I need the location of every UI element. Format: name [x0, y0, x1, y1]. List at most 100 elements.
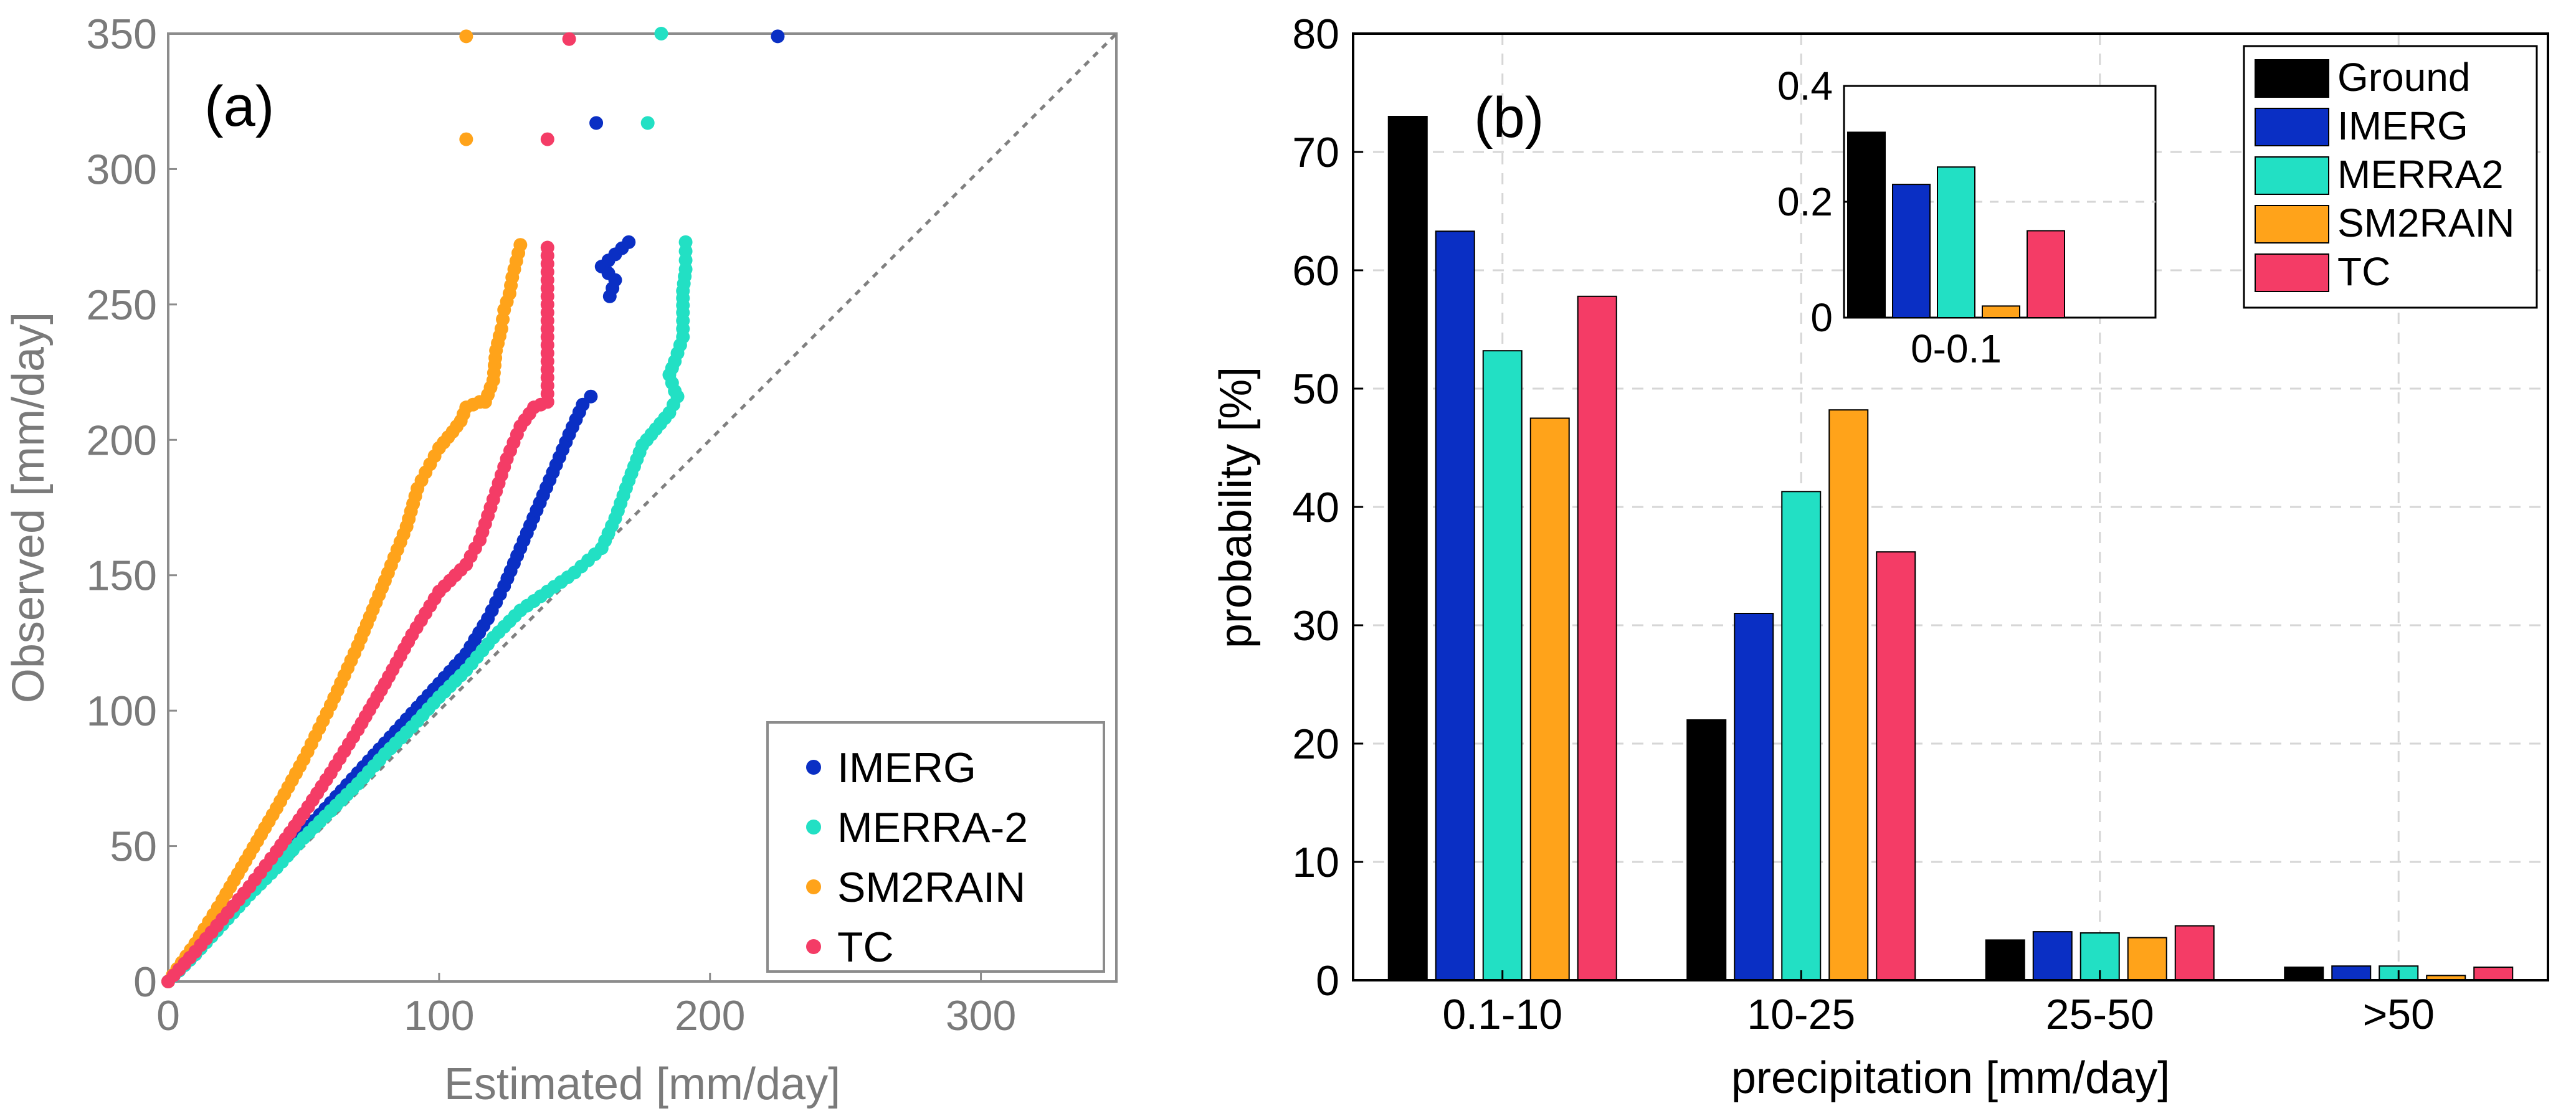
legend-label-merra2: MERRA2 — [2337, 152, 2504, 197]
bar-tc — [1577, 295, 1617, 981]
inset-x-tick-label: 0-0.1 — [1911, 326, 2002, 371]
data-point — [640, 116, 655, 130]
data-point — [771, 29, 785, 44]
data-point — [513, 238, 528, 252]
legend-marker-tc — [806, 939, 821, 954]
inset-bars — [1847, 131, 2065, 319]
bar-merra2 — [1781, 491, 1822, 981]
panel-b-bars — [1387, 116, 2514, 981]
bar-ground — [1985, 939, 2025, 981]
panel-b-y-tick-label: 70 — [1292, 129, 1339, 176]
legend-swatch-tc — [2255, 253, 2329, 292]
bar-merra2 — [1482, 350, 1523, 981]
panel-a-y-tick-label: 250 — [87, 281, 157, 329]
inset-bar-sm2rain — [1982, 305, 2020, 318]
inset-bar-imerg — [1892, 184, 1931, 318]
panel-b-y-tick-label: 20 — [1292, 721, 1339, 768]
bar-sm2rain — [2127, 937, 2167, 981]
panel-a-y-tick-label: 200 — [87, 417, 157, 464]
legend-label-tc: TC — [2337, 249, 2390, 294]
panel-b-ticks: 0 10 20 30 40 50 60 70 80 0.1-10 10-25 25-50 >50 — [1292, 11, 2435, 1038]
bar-imerg — [1435, 230, 1475, 981]
series-tc-points — [161, 32, 576, 988]
panel-a-y-tick-label: 150 — [87, 552, 157, 600]
panel-a-x-tick-label: 300 — [946, 992, 1016, 1039]
legend-swatch-imerg — [2255, 108, 2329, 146]
data-point — [540, 240, 554, 255]
legend-marker-sm2rain — [806, 879, 821, 894]
panel-a-y-tick-label: 100 — [87, 688, 157, 735]
data-point — [654, 27, 668, 40]
bar-ground — [2284, 967, 2324, 981]
panel-b-y-tick-label: 30 — [1292, 602, 1339, 650]
data-point — [622, 235, 636, 249]
panel-b-x-tick-label: 0.1-10 — [1442, 991, 1562, 1038]
bar-tc — [2174, 925, 2215, 981]
legend-label-sm2rain: SM2RAIN — [2337, 201, 2515, 245]
inset-y-tick-label: 0.2 — [1777, 179, 1833, 224]
bar-sm2rain — [1529, 417, 1570, 981]
data-point — [678, 235, 693, 249]
legend-label-sm2rain: SM2RAIN — [837, 864, 1025, 911]
bar-sm2rain — [1828, 409, 1869, 981]
panel-b-y-tick-label: 50 — [1292, 366, 1339, 413]
legend-label-imerg: IMERG — [2337, 103, 2468, 148]
panel-a-y-tick-label: 50 — [110, 823, 157, 871]
panel-a-scatter-chart: 0 100 200 300 0 50 100 150 200 250 300 350 (a) Esti… — [4, 11, 1118, 1109]
panel-b-y-tick-label: 10 — [1292, 839, 1339, 886]
data-point — [459, 132, 473, 146]
panel-a-y-tick-label: 0 — [133, 958, 157, 1006]
panel-a-y-tick-label: 300 — [87, 146, 157, 193]
panel-b-inset-chart: 0 0.2 0.4 0-0.1 — [1777, 64, 2157, 371]
panel-b-y-tick-label: 80 — [1292, 11, 1339, 58]
data-point — [589, 116, 604, 130]
data-point — [562, 32, 576, 46]
inset-ticks: 0 0.2 0.4 0-0.1 — [1777, 64, 2002, 371]
legend-swatch-sm2rain — [2255, 205, 2329, 244]
legend-swatch-ground — [2255, 59, 2329, 98]
inset-bar-merra2 — [1937, 166, 1975, 319]
bar-imerg — [1734, 613, 1774, 981]
data-point — [540, 132, 554, 146]
panel-b-y-axis-label: probability [%] — [1211, 367, 1261, 648]
panel-b-x-axis-label: precipitation [mm/day] — [1731, 1053, 2170, 1103]
inset-y-tick-label: 0 — [1810, 295, 1833, 340]
panel-a-label: (a) — [204, 75, 274, 138]
bar-ground — [1387, 116, 1428, 981]
panel-a-x-tick-label: 100 — [404, 992, 474, 1039]
legend-label-tc: TC — [837, 924, 894, 971]
panel-a-x-axis-label: Estimated [mm/day] — [444, 1059, 840, 1109]
inset-y-tick-label: 0.4 — [1777, 64, 1833, 108]
panel-a-legend-box — [766, 721, 1105, 973]
panel-b-y-tick-label: 60 — [1292, 247, 1339, 295]
legend-label-ground: Ground — [2337, 55, 2470, 100]
bar-imerg — [2331, 965, 2372, 981]
legend-marker-merra-2 — [806, 820, 821, 835]
panel-b-x-tick-label: 25-50 — [2046, 991, 2154, 1038]
panel-a-y-axis-label: Observed [mm/day] — [4, 312, 54, 703]
panel-a-ticks: 0 100 200 300 0 50 100 150 200 250 300 350 — [87, 11, 1017, 1039]
panel-a-legend: IMERG MERRA-2 SM2RAIN TC — [766, 721, 1105, 973]
panel-b-bar-chart: 0 10 20 30 40 50 60 70 80 0.1-10 10-25 25-50 >50 (b)… — [1211, 11, 2549, 1103]
panel-a-x-tick-label: 0 — [156, 992, 180, 1039]
legend-marker-imerg — [806, 760, 821, 775]
panel-b-y-tick-label: 0 — [1316, 957, 1339, 1005]
legend-swatch-merra2 — [2255, 156, 2329, 195]
bar-tc — [1876, 551, 1916, 981]
bar-ground — [1686, 719, 1727, 981]
panel-a-y-tick-label: 350 — [87, 11, 157, 58]
panel-b-x-tick-label: >50 — [2363, 991, 2435, 1038]
legend-label-merra-2: MERRA-2 — [837, 804, 1028, 851]
panel-a-data-points — [161, 27, 785, 988]
panel-b-label: (b) — [1474, 86, 1544, 149]
inset-bar-ground — [1847, 131, 1886, 318]
panel-a-x-tick-label: 200 — [675, 992, 745, 1039]
data-point — [459, 29, 473, 44]
legend-label-imerg: IMERG — [837, 744, 976, 792]
data-point — [584, 389, 598, 404]
panel-b-x-tick-label: 10-25 — [1747, 991, 1855, 1038]
panel-b-y-tick-label: 40 — [1292, 484, 1339, 531]
bar-imerg — [2032, 931, 2073, 981]
